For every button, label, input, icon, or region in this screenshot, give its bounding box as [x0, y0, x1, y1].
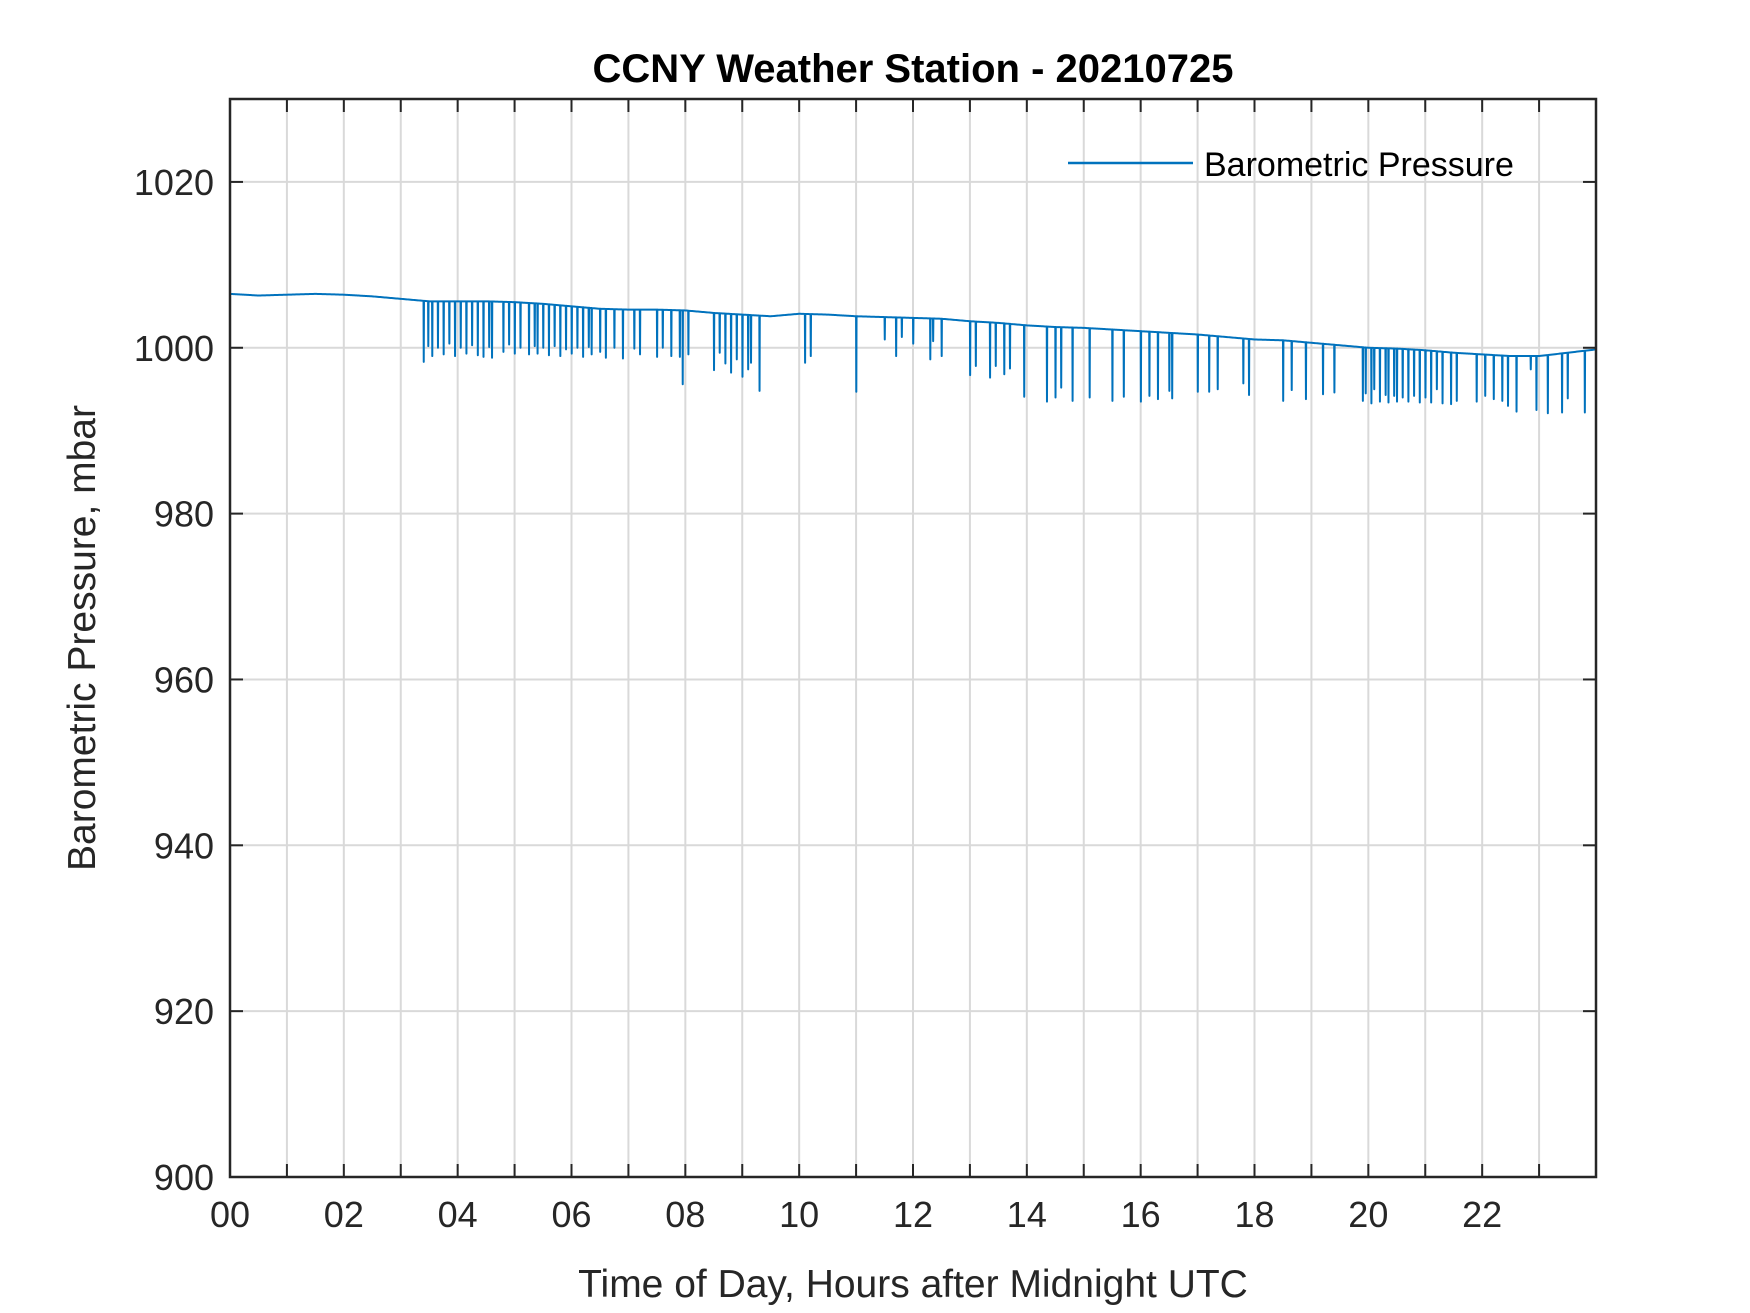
x-tick-label: 20 [1348, 1194, 1388, 1235]
grid-lines [230, 99, 1596, 1177]
chart-title: CCNY Weather Station - 20210725 [593, 47, 1234, 91]
y-tick-label: 900 [154, 1157, 214, 1198]
x-tick-label: 22 [1462, 1194, 1502, 1235]
y-tick-labels: 900 920 940 960 980 1000 1020 [134, 162, 214, 1198]
x-tick-label: 16 [1121, 1194, 1161, 1235]
series-layer [229, 292, 1597, 415]
x-tick-label: 10 [779, 1194, 819, 1235]
legend: Barometric Pressure [1068, 146, 1514, 184]
y-tick-label: 1000 [134, 328, 214, 369]
y-tick-label: 980 [154, 494, 214, 535]
x-tick-label: 18 [1234, 1194, 1274, 1235]
x-tick-label: 00 [210, 1194, 250, 1235]
x-tick-label: 04 [438, 1194, 478, 1235]
x-tick-label: 14 [1007, 1194, 1047, 1235]
axes-box [228, 97, 1598, 1179]
barometric-pressure-line [229, 292, 1597, 415]
y-tick-label: 920 [154, 991, 214, 1032]
x-tick-labels: 00 02 04 06 08 10 12 14 16 18 20 22 [210, 1194, 1502, 1235]
y-tick-label: 1020 [134, 162, 214, 203]
x-tick-label: 12 [893, 1194, 933, 1235]
y-tick-label: 960 [154, 659, 214, 700]
x-tick-label: 08 [665, 1194, 705, 1235]
x-tick-label: 02 [324, 1194, 364, 1235]
x-axis-label: Time of Day, Hours after Midnight UTC [578, 1263, 1248, 1306]
y-axis-label: Barometric Pressure, mbar [61, 405, 104, 871]
legend-label: Barometric Pressure [1204, 146, 1514, 184]
x-tick-label: 06 [551, 1194, 591, 1235]
y-tick-label: 940 [154, 825, 214, 866]
